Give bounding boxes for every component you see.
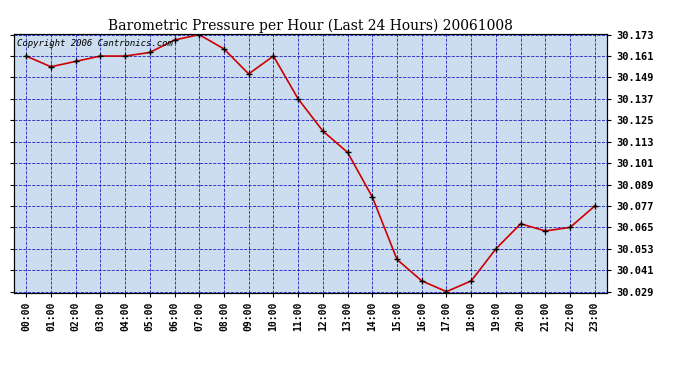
Text: Copyright 2006 Cantronics.com: Copyright 2006 Cantronics.com xyxy=(17,39,172,48)
Title: Barometric Pressure per Hour (Last 24 Hours) 20061008: Barometric Pressure per Hour (Last 24 Ho… xyxy=(108,18,513,33)
